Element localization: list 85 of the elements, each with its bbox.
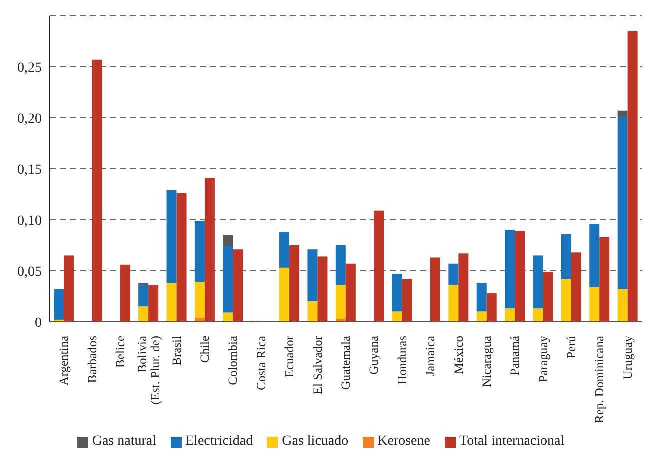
bar	[336, 246, 346, 286]
legend-label: Kerosene	[376, 434, 430, 450]
bar	[628, 31, 638, 322]
bar	[505, 230, 516, 309]
x-tick-label: El Salvador	[310, 335, 325, 395]
legend-label: Electricidad	[184, 434, 254, 450]
bar	[600, 237, 610, 322]
bar	[571, 252, 582, 322]
bar	[280, 268, 290, 322]
x-tick-label: Rep. Dominicana	[592, 336, 607, 424]
bar	[194, 221, 205, 282]
bar	[336, 285, 346, 319]
bar	[138, 306, 149, 322]
bar	[233, 250, 244, 322]
legend-label: Gas licuado	[281, 434, 349, 450]
bar	[392, 274, 402, 312]
bar	[120, 264, 130, 322]
bar	[308, 302, 318, 322]
bar	[223, 312, 234, 322]
bar	[290, 246, 300, 322]
bar	[166, 190, 177, 284]
x-tick-label: Ecuador	[282, 335, 297, 378]
y-tick-label: 0,25	[18, 60, 42, 76]
bar	[402, 279, 412, 322]
bar	[618, 289, 628, 322]
x-tick-label: Costa Rica	[254, 336, 268, 391]
bar	[374, 210, 384, 322]
x-tick-label: Chile	[198, 336, 212, 364]
bar	[392, 312, 402, 322]
bar	[533, 256, 544, 309]
bar	[223, 246, 234, 313]
bar	[64, 256, 74, 322]
bar	[346, 264, 356, 322]
x-tick-label: Colombia	[226, 336, 240, 386]
bar	[561, 234, 572, 280]
y-tick-label: 0,10	[18, 214, 42, 229]
bar	[515, 231, 526, 322]
x-tick-label: Brasil	[170, 335, 184, 366]
bar	[590, 224, 600, 288]
bar	[92, 60, 102, 322]
x-tick-label: Uruguay	[620, 335, 635, 380]
bar	[194, 282, 205, 318]
x-tick-label: Panamá	[508, 336, 522, 376]
bar	[280, 232, 290, 268]
bar	[308, 250, 318, 302]
bar	[448, 285, 459, 322]
bar	[138, 285, 149, 307]
bar	[618, 116, 628, 290]
bar	[458, 254, 469, 322]
bar	[561, 279, 572, 322]
legend-label: Gas natural	[91, 434, 156, 450]
legend-label: Total internacional	[458, 434, 565, 450]
bar	[590, 287, 600, 322]
x-tick-label: Honduras	[395, 336, 410, 385]
x-tick-label: Argentina	[57, 336, 72, 386]
x-tick-label: Belice	[113, 336, 128, 368]
bar	[318, 256, 328, 322]
bar	[618, 110, 628, 117]
bar	[430, 258, 440, 322]
y-tick-label: 0	[35, 316, 42, 331]
y-tick-label: 0,20	[18, 112, 42, 127]
bar	[533, 308, 544, 322]
x-tick-label: Bolivia (Est. Plur. de)	[136, 336, 163, 405]
x-tick-label: Nicaragua	[480, 336, 494, 388]
x-tick-label: Barbados	[85, 336, 100, 384]
x-tick-label: México	[452, 336, 466, 374]
bar	[476, 283, 487, 312]
bar	[223, 235, 234, 247]
y-tick-label: 0,15	[18, 162, 42, 178]
bar	[486, 293, 497, 322]
bar	[448, 264, 459, 286]
bar	[204, 178, 215, 322]
bar	[148, 285, 159, 322]
bar	[176, 193, 187, 322]
bar	[505, 308, 516, 322]
bar	[543, 272, 554, 322]
x-tick-label: Guatemala	[339, 336, 353, 390]
x-tick-label: Perú	[564, 335, 579, 359]
x-tick-label: Guyana	[367, 336, 382, 375]
x-tick-label: Paraguay	[536, 335, 550, 383]
y-tick-label: 0,05	[18, 264, 42, 280]
bar	[54, 289, 64, 320]
bar	[476, 312, 487, 322]
bar	[166, 283, 177, 322]
x-tick-label: Jamaica	[424, 336, 438, 376]
